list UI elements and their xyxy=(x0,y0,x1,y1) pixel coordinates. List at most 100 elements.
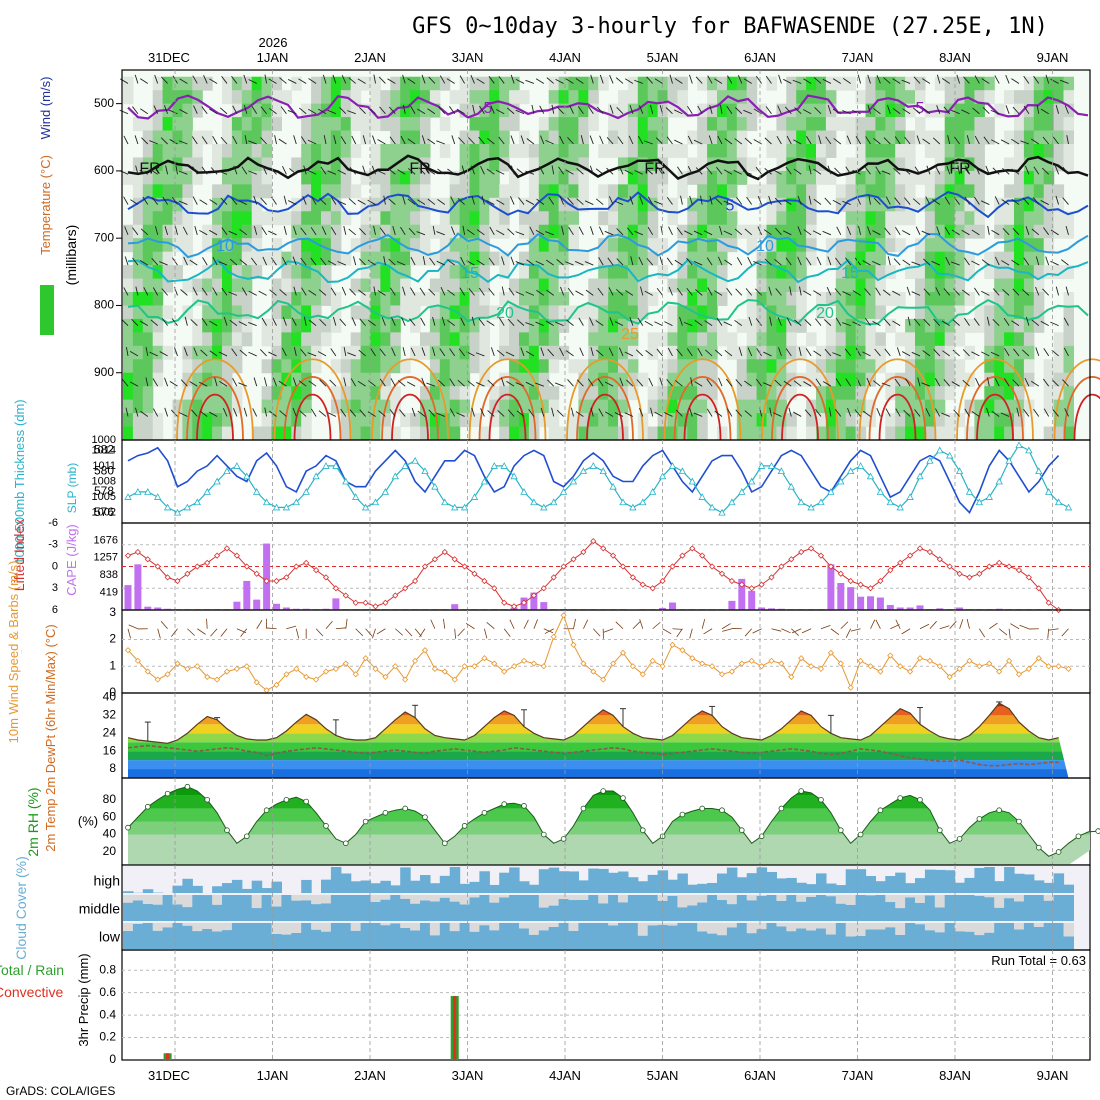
rh-cell xyxy=(934,372,946,387)
wind10m-point xyxy=(421,647,429,654)
rh-cell xyxy=(1063,318,1074,333)
rh-cell xyxy=(162,197,174,212)
cloud-cell xyxy=(439,875,451,893)
thickness-point xyxy=(282,503,291,511)
wind-barb xyxy=(341,75,347,84)
rh-cell xyxy=(964,76,975,91)
cloud-cell xyxy=(964,895,975,921)
rh-cell xyxy=(905,76,916,91)
rh-cell xyxy=(172,130,183,145)
wind-barb xyxy=(327,170,337,175)
wind10m-point xyxy=(936,663,943,670)
rh-cell xyxy=(816,426,827,441)
rh-cell xyxy=(1004,157,1015,172)
wind-barb xyxy=(1022,197,1030,205)
wind-barb xyxy=(427,108,436,115)
rh-cell xyxy=(924,211,936,226)
rh-cell xyxy=(776,318,787,333)
wind-barb xyxy=(864,318,871,326)
rh-cell xyxy=(538,130,550,145)
rh-cell xyxy=(321,238,332,253)
rh-cell xyxy=(410,426,421,441)
wind-barb xyxy=(149,169,158,175)
rh-cell xyxy=(281,265,292,280)
rh-cell xyxy=(321,130,332,145)
li-point xyxy=(897,559,904,566)
rh-cell xyxy=(1004,278,1015,293)
wind-barb xyxy=(727,408,733,417)
rh-band xyxy=(128,795,1090,809)
rh-cell xyxy=(152,90,164,105)
rh-cell xyxy=(142,117,154,132)
wind10m-barb xyxy=(335,627,346,630)
wind-barb xyxy=(221,287,228,296)
rh-cell xyxy=(1023,359,1035,374)
rh-cell xyxy=(994,224,1005,239)
rh-cell xyxy=(944,345,956,360)
wind-barb xyxy=(203,75,208,84)
wind-barb xyxy=(476,259,485,266)
rh-cell xyxy=(697,103,708,118)
wind-barb xyxy=(813,290,822,296)
wind-barb xyxy=(359,227,366,236)
wind-barb xyxy=(616,288,624,296)
rh-cell xyxy=(420,251,431,266)
rh-cell xyxy=(1043,426,1055,441)
cloud-cell xyxy=(301,900,312,921)
wind-barb xyxy=(836,226,842,236)
wind-barb xyxy=(301,287,307,296)
rh-cell xyxy=(905,386,916,401)
wind-barb xyxy=(933,349,941,357)
wind-barb xyxy=(736,197,743,205)
wind-barb xyxy=(141,137,149,145)
wind10m-point xyxy=(778,660,785,667)
rh-column xyxy=(1053,76,1065,441)
rh-cell xyxy=(895,184,906,199)
rh-cell xyxy=(994,426,1005,441)
rh-cell xyxy=(588,117,599,132)
cloud-cell xyxy=(459,883,471,893)
rh-cell xyxy=(717,278,728,293)
wind-barb xyxy=(755,288,762,296)
rh-point xyxy=(679,811,686,818)
rh-cell xyxy=(895,103,906,118)
rh-cell xyxy=(1014,224,1025,239)
cloud-cell xyxy=(905,883,916,893)
rh-cell xyxy=(885,170,896,185)
wind-barb xyxy=(239,259,248,266)
wind-barb xyxy=(298,380,307,387)
wind-barb xyxy=(589,317,594,326)
wind-barb xyxy=(638,105,644,114)
rh-cell xyxy=(726,238,738,253)
rh-cell xyxy=(697,372,708,387)
wind-barb xyxy=(555,78,564,84)
temp-band xyxy=(128,703,1069,707)
wind10m-point xyxy=(560,612,567,619)
wind-barb xyxy=(777,317,782,326)
rh-cell xyxy=(390,305,401,320)
thickness-point xyxy=(787,482,795,490)
precip-tick-label: 0 xyxy=(109,1052,116,1066)
cloud-cell xyxy=(212,886,223,893)
wind-barb xyxy=(806,136,812,145)
rh-cell xyxy=(1014,170,1025,185)
rh-cell xyxy=(123,278,134,293)
wind-barb xyxy=(362,135,367,145)
rh-cell xyxy=(301,130,312,145)
rh-column xyxy=(667,76,678,441)
rh-cell xyxy=(449,386,461,401)
wind-barb xyxy=(199,199,208,205)
rh-cell xyxy=(608,292,619,306)
rh-cell xyxy=(1023,170,1035,185)
wind-barb xyxy=(209,78,218,84)
ylabel-thickness: 1000-500mb Thickness (dm) xyxy=(12,399,27,564)
rh-cell xyxy=(222,197,233,212)
wind10m-barb xyxy=(703,628,713,635)
rh-cell xyxy=(271,318,282,333)
wind-barb xyxy=(1021,349,1030,357)
wind-barb xyxy=(755,318,762,326)
wind-barb xyxy=(349,167,357,175)
wind10m-barb xyxy=(652,621,661,630)
cloud-cell xyxy=(400,867,411,893)
wind-barb xyxy=(279,289,287,296)
